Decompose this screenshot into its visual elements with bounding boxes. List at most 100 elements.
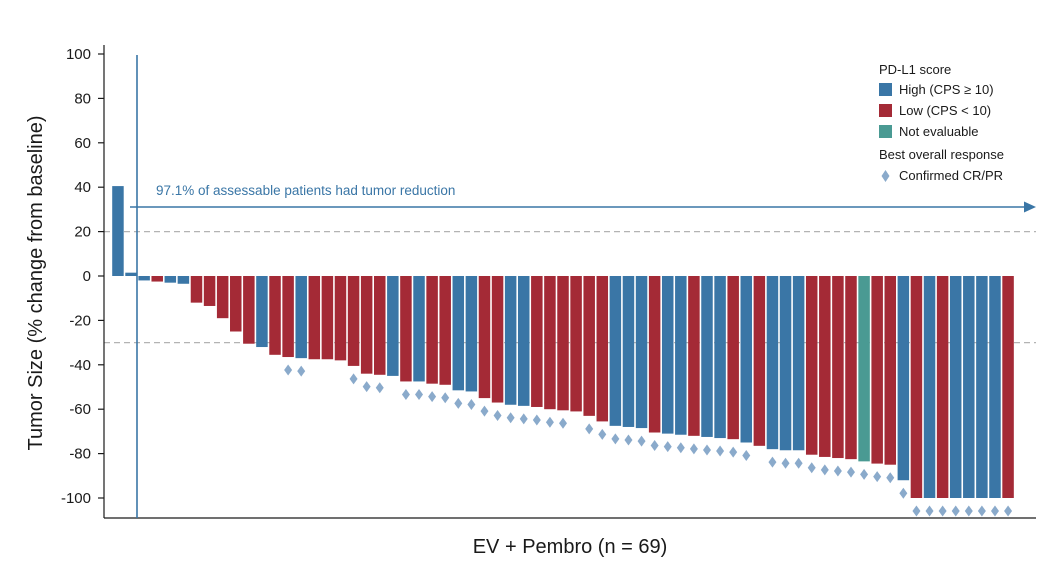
bar bbox=[216, 276, 229, 319]
response-marker bbox=[441, 392, 450, 404]
axes-group bbox=[103, 45, 1036, 519]
response-marker bbox=[886, 472, 895, 484]
bar bbox=[635, 276, 648, 429]
response-marker bbox=[794, 457, 803, 469]
y-tick-label: 80 bbox=[74, 90, 91, 107]
bar bbox=[1002, 276, 1014, 498]
bar bbox=[203, 276, 216, 306]
response-marker bbox=[938, 505, 947, 517]
response-marker bbox=[742, 450, 751, 461]
bars-group bbox=[112, 186, 1014, 498]
response-marker bbox=[532, 414, 541, 426]
bar bbox=[701, 276, 713, 437]
response-marker bbox=[493, 410, 502, 422]
y-axis-title: Tumor Size (% change from baseline) bbox=[25, 116, 47, 451]
legend: PD-L1 score High (CPS ≥ 10) Low (CPS < 1… bbox=[879, 62, 1004, 183]
response-marker bbox=[846, 466, 855, 478]
response-marker bbox=[820, 464, 829, 476]
bar bbox=[125, 272, 137, 276]
bar bbox=[727, 276, 739, 440]
bar bbox=[151, 276, 163, 282]
response-marker bbox=[401, 388, 410, 400]
y-tick-label: 40 bbox=[74, 179, 91, 196]
bar bbox=[989, 276, 1001, 498]
bar bbox=[936, 276, 949, 498]
response-marker bbox=[467, 398, 476, 410]
bar bbox=[544, 276, 556, 410]
response-marker bbox=[964, 505, 973, 517]
bar bbox=[177, 276, 190, 284]
bar bbox=[531, 276, 543, 407]
bar bbox=[478, 276, 491, 399]
response-marker bbox=[349, 373, 358, 385]
bar bbox=[570, 276, 582, 412]
y-tick-label: -60 bbox=[69, 401, 91, 418]
bar bbox=[374, 276, 386, 375]
bar bbox=[295, 276, 307, 359]
bar bbox=[308, 276, 321, 360]
response-marker bbox=[415, 388, 424, 400]
bar bbox=[779, 276, 792, 451]
bar bbox=[923, 276, 936, 498]
y-tick-label: -100 bbox=[61, 490, 91, 507]
bar bbox=[976, 276, 988, 498]
bar bbox=[557, 276, 569, 411]
bar bbox=[661, 276, 674, 434]
legend-swatch-ne bbox=[879, 125, 892, 138]
bar bbox=[138, 276, 150, 281]
response-marker bbox=[611, 433, 620, 445]
response-marker bbox=[650, 440, 659, 452]
legend-label-ne: Not evaluable bbox=[899, 124, 979, 139]
bar bbox=[910, 276, 923, 498]
bar bbox=[596, 276, 609, 422]
y-tick-label: -20 bbox=[69, 312, 91, 329]
response-marker bbox=[1004, 505, 1013, 517]
bar bbox=[400, 276, 412, 382]
response-marker bbox=[768, 456, 777, 468]
response-marker bbox=[545, 416, 554, 428]
bar bbox=[517, 276, 530, 406]
bar bbox=[360, 276, 373, 374]
bar bbox=[884, 276, 897, 465]
bar bbox=[688, 276, 700, 436]
response-marker bbox=[873, 471, 882, 483]
bar bbox=[413, 276, 425, 382]
bar bbox=[675, 276, 687, 435]
bar bbox=[609, 276, 622, 426]
response-marker bbox=[624, 434, 633, 446]
response-marker bbox=[454, 397, 463, 409]
response-marker bbox=[506, 412, 515, 424]
response-marker bbox=[977, 505, 986, 517]
bar bbox=[491, 276, 504, 403]
bar bbox=[583, 276, 595, 416]
bar bbox=[190, 276, 203, 303]
response-marker bbox=[297, 365, 306, 377]
bar bbox=[269, 276, 281, 355]
bar bbox=[347, 276, 360, 366]
response-marker bbox=[375, 382, 384, 394]
bar bbox=[387, 276, 399, 376]
bar bbox=[845, 276, 857, 460]
annotation-text: 97.1% of assessable patients had tumor r… bbox=[156, 183, 455, 198]
response-marker bbox=[585, 423, 594, 435]
bar bbox=[321, 276, 334, 360]
legend-label-low: Low (CPS < 10) bbox=[899, 103, 991, 118]
bar bbox=[164, 276, 177, 283]
response-marker bbox=[519, 413, 528, 425]
bar bbox=[897, 276, 910, 481]
y-tick-label: 20 bbox=[74, 224, 91, 241]
response-marker bbox=[676, 442, 685, 454]
legend-swatch-high bbox=[879, 83, 892, 96]
bar bbox=[949, 276, 962, 498]
bar bbox=[465, 276, 478, 392]
bar bbox=[963, 276, 975, 498]
bar bbox=[452, 276, 465, 391]
bar bbox=[243, 276, 255, 344]
response-marker bbox=[860, 468, 869, 480]
x-axis-title: EV + Pembro (n = 69) bbox=[473, 536, 668, 558]
bar bbox=[256, 276, 268, 348]
bar bbox=[858, 276, 870, 462]
bar bbox=[792, 276, 805, 451]
y-ticks-group: 100 80 60 40 20 0 -20 -40 -60 -80 -100 bbox=[61, 46, 104, 507]
